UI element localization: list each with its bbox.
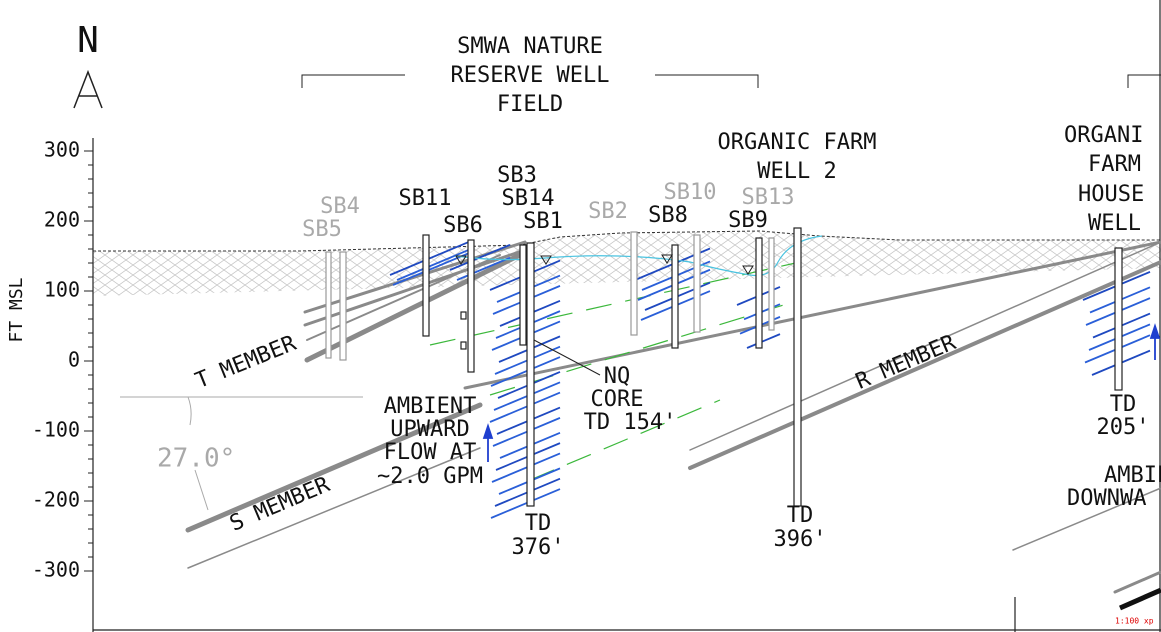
note: 205'	[1097, 415, 1150, 440]
ground-surface	[93, 230, 1161, 252]
well-label: SB2	[588, 199, 628, 224]
header-line: HOUSE	[1078, 182, 1144, 207]
header-bracket	[301, 74, 759, 88]
note: TD	[1110, 392, 1137, 417]
flow-arrows	[482, 323, 1161, 462]
formation-line	[1118, 587, 1161, 611]
fracture	[449, 243, 511, 271]
fracture	[490, 488, 561, 519]
note: AMBIENT	[384, 394, 477, 419]
well-label: SB13	[742, 185, 795, 210]
fracture	[456, 256, 511, 281]
note: TD 154'	[584, 410, 677, 435]
fracture	[489, 391, 561, 423]
well-label: SB1	[523, 209, 563, 234]
frame	[92, 0, 1161, 632]
well-label: SB6	[443, 213, 483, 238]
north-label: N	[77, 20, 99, 61]
north-arrow	[73, 69, 103, 109]
header-line: RESERVE WELL	[451, 63, 610, 88]
note: CORE	[591, 387, 644, 412]
leader	[533, 339, 601, 376]
header-bracket	[1127, 74, 1161, 88]
note: 376'	[512, 535, 565, 560]
note: TD	[525, 511, 552, 536]
y-tick-label: -200	[32, 488, 80, 512]
fracture	[746, 333, 781, 349]
well-label: SB8	[648, 203, 688, 228]
well-label: SB3	[497, 163, 537, 188]
note: FLOW AT	[384, 440, 477, 465]
well-label: SB5	[302, 217, 342, 242]
well-label: SB14	[502, 186, 555, 211]
fracture	[389, 240, 471, 276]
y-tick-label: 300	[44, 138, 80, 162]
y-tick-label: 100	[44, 278, 80, 302]
fracture	[396, 248, 471, 281]
well-label: SB9	[728, 208, 768, 233]
y-axis-label: FT MSL	[6, 277, 27, 342]
fracture	[491, 452, 561, 483]
header-line: FIELD	[497, 92, 563, 117]
y-tick-label: -300	[32, 558, 80, 582]
note: ~2.0 GPM	[377, 464, 483, 489]
y-tick-label: 0	[68, 348, 80, 372]
well-label: SB11	[399, 186, 452, 211]
y-tick-label: -100	[32, 418, 80, 442]
wells	[325, 227, 1123, 507]
header-line: WELL 2	[757, 159, 836, 184]
note: NQ	[604, 364, 631, 389]
dip-angle: 27.0°	[157, 444, 235, 474]
header-line: SMWA NATURE	[457, 34, 603, 59]
fracture	[490, 356, 561, 387]
note: UPWARD	[390, 417, 469, 442]
header-line: ORGANI	[1064, 123, 1143, 148]
note: AMBIE	[1104, 463, 1161, 488]
header-line: FARM	[1088, 152, 1141, 177]
well-label: SB4	[320, 194, 360, 219]
scale-note: 1:100 xp	[1115, 617, 1154, 626]
overburden	[93, 231, 1161, 296]
angle-arc	[187, 396, 209, 511]
y-axis: 300 200 100 0 -100 -200 -300	[32, 138, 93, 582]
well-label: SB10	[664, 180, 717, 205]
y-tick-label: 200	[44, 208, 80, 232]
note: 396'	[774, 527, 827, 552]
water-markers	[455, 254, 754, 275]
header-line: WELL	[1088, 211, 1141, 236]
header-line: ORGANIC FARM	[718, 130, 877, 155]
note: TD	[787, 503, 814, 528]
note: DOWNWA	[1067, 486, 1146, 511]
